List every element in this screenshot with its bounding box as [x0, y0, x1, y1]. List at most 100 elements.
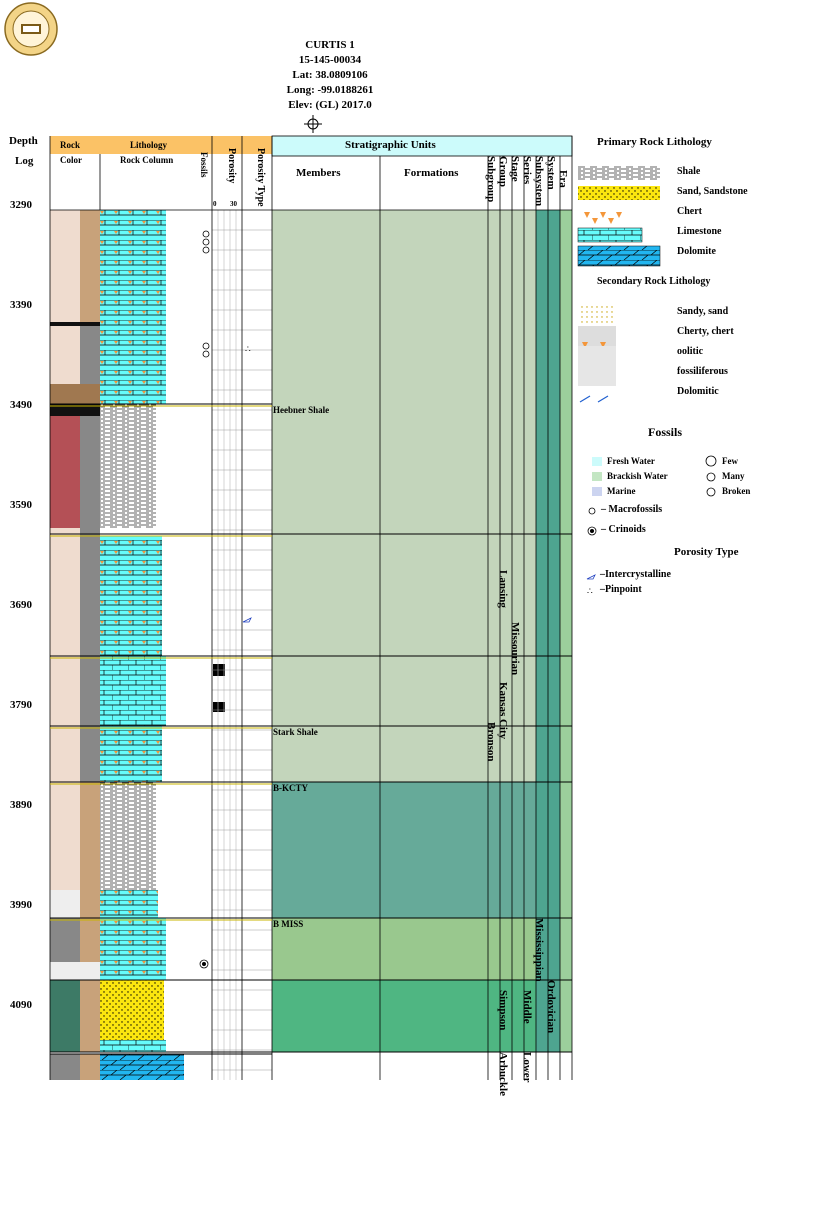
rock-color-band [50, 416, 80, 528]
members-header: Members [296, 167, 341, 179]
legend-secondary-title: Secondary Rock Lithology [597, 276, 711, 287]
lithology-column [100, 210, 184, 1080]
stage-header: Stage [509, 156, 521, 182]
rock-color-band [80, 528, 100, 536]
subsystem-header: Subsystem [533, 156, 545, 207]
depth-header: Depth [9, 135, 38, 147]
depth-label: 3290 [10, 199, 32, 211]
member-bkcty: B-KCTY [273, 783, 309, 793]
rock-color-band [50, 210, 80, 322]
depth-label: 3990 [10, 899, 32, 911]
rock-color-band [50, 962, 80, 980]
strat-missourian: Missourian [509, 622, 521, 676]
depth-label: 3790 [10, 699, 32, 711]
legend-oolitic: oolitic [677, 346, 704, 357]
member-heebner: Heebner Shale [273, 405, 330, 415]
rock-color-band [50, 980, 80, 1052]
strat-ordovician: Ordovician [545, 980, 557, 1034]
rock-color-band [80, 384, 100, 404]
legend-chert: Chert [677, 206, 702, 217]
lithology-band [100, 782, 156, 890]
rock-color-band [50, 404, 80, 416]
porosity-header: Porosity [226, 148, 237, 184]
legend-many: Many [722, 471, 745, 481]
rock-color-band [50, 656, 80, 726]
well-name: CURTIS 1 [305, 39, 355, 51]
rock-color-band [80, 322, 100, 326]
rock-color-band [80, 918, 100, 962]
strat-bronson: Bronson [485, 722, 497, 762]
era-header: Era [557, 170, 569, 188]
well-long: Long: -99.0188261 [286, 84, 374, 96]
legend-marine: Marine [607, 486, 636, 496]
legend-primary-title: Primary Rock Lithology [597, 136, 712, 148]
lithology-band [100, 726, 162, 782]
color-header: Color [60, 155, 82, 165]
rock-color-band [80, 726, 100, 782]
depth-label: 3490 [10, 399, 32, 411]
depth-label: 3890 [10, 799, 32, 811]
strat-simpson: Simpson [497, 990, 509, 1031]
lithology-band [100, 980, 164, 1040]
lithology-band [100, 918, 166, 980]
rock-color-band [50, 726, 80, 782]
rock-color-band [80, 962, 100, 980]
rock-color-band [50, 782, 80, 890]
legend-fossiliferous: fossiliferous [677, 366, 728, 377]
depth-label: 3390 [10, 299, 32, 311]
lithology-band [100, 890, 158, 918]
legend-fresh-water: Fresh Water [607, 456, 655, 466]
strat-middle: Middle [521, 990, 533, 1024]
lithology-header: Lithology [130, 140, 168, 150]
legend-dolomite: Dolomite [677, 246, 716, 257]
legend-fossils-title: Fossils [648, 425, 683, 439]
legend-few: Few [722, 456, 738, 466]
legend-intercrystalline: –Intercrystalline [600, 569, 671, 580]
well-header: CURTIS 1 15-145-00034 Lat: 38.0809106 Lo… [200, 38, 460, 113]
rock-color-band [50, 326, 80, 384]
rock-color-band [80, 1054, 100, 1080]
legend-shale: Shale [677, 166, 701, 177]
depth-label: 3590 [10, 499, 32, 511]
member-bmiss: B MISS [273, 919, 304, 929]
subgroup-header: Subgroup [485, 156, 497, 203]
legend-limestone: Limestone [677, 226, 722, 237]
rock-color-band [80, 656, 100, 726]
lithology-band [100, 1054, 184, 1080]
rock-color-band [50, 890, 80, 918]
legend-porosity-title: Porosity Type [674, 546, 739, 558]
lithology-band [100, 210, 166, 404]
strat-mississippian: Mississippian [533, 918, 545, 982]
legend-broken: Broken [722, 486, 751, 496]
depth-label: 3690 [10, 599, 32, 611]
depth-label: 4090 [10, 999, 32, 1011]
legend-dolomitic: Dolomitic [677, 386, 719, 397]
group-header: Group [497, 156, 509, 187]
well-symbol-icon [304, 115, 322, 138]
member-stark: Stark Shale [273, 727, 318, 737]
strat-lansing: Lansing [497, 570, 509, 608]
strat-lower: Lower [521, 1052, 533, 1083]
rock-color-band [80, 536, 100, 656]
legend-cherty: Cherty, chert [677, 326, 734, 337]
rock-color-band [80, 782, 100, 890]
legend-pinpoint: –Pinpoint [600, 584, 642, 595]
porosity-scale-min: 0 [213, 200, 217, 208]
series-header: Series [521, 156, 533, 185]
rock-color-band [80, 980, 100, 1052]
rock-color-band [50, 536, 80, 656]
rock-column-header: Rock Column [120, 155, 174, 165]
lithology-band [100, 536, 162, 656]
strat-kansas-city: Kansas City [497, 682, 509, 740]
strat-arbuckle: Arbuckle [497, 1052, 509, 1096]
rock-color-band [80, 416, 100, 528]
lithology-band [100, 1040, 166, 1052]
legend-brackish-water: Brackish Water [607, 471, 668, 481]
lithology-band [100, 404, 156, 528]
legend-crinoids: – Crinoids [601, 524, 646, 535]
strat-units-header: Stratigraphic Units [345, 139, 436, 151]
kgs-logo [4, 2, 58, 56]
rock-color-band [80, 890, 100, 918]
legend-sandy: Sandy, sand [677, 306, 729, 317]
